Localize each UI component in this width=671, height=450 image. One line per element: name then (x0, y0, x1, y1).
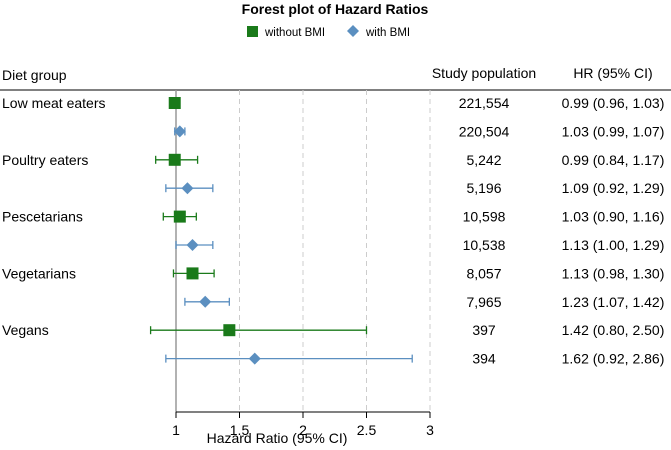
point-estimate-square (168, 153, 181, 166)
row-population: 220,504 (459, 123, 510, 139)
row-hr-text: 0.99 (0.96, 1.03) (562, 95, 665, 111)
row-hr-text: 1.03 (0.99, 1.07) (562, 123, 665, 139)
x-axis-ticks: 1 1.5 2 2.5 3 (172, 412, 434, 438)
row-hr-text: 0.99 (0.84, 1.17) (562, 152, 665, 168)
row-population: 397 (472, 322, 496, 338)
point-estimate-square (223, 324, 236, 337)
row-hr-text: 1.13 (1.00, 1.29) (562, 237, 665, 253)
table-row: Vegetarians 8,057 1.13 (0.98, 1.30) (2, 265, 664, 281)
table-row: Pescetarians 10,598 1.03 (0.90, 1.16) (2, 209, 664, 225)
row-hr-text: 1.09 (0.92, 1.29) (562, 180, 665, 196)
legend-marker-with-bmi (347, 25, 359, 37)
legend-label-with-bmi: with BMI (365, 27, 410, 39)
rows: Low meat eaters 221,554 0.99 (0.96, 1.03) 2… (2, 95, 664, 367)
legend: without BMI with BMI (247, 25, 410, 39)
row-population: 10,538 (463, 237, 506, 253)
row-hr-text: 1.42 (0.80, 2.50) (562, 322, 665, 338)
point-estimate-diamond (199, 295, 212, 308)
row-hr-text: 1.62 (0.92, 2.86) (562, 351, 665, 367)
point-estimate-diamond (186, 239, 199, 251)
x-axis-title: Hazard Ratio (95% CI) (207, 430, 348, 446)
row-population: 10,598 (463, 209, 506, 225)
point-estimate-diamond (173, 125, 186, 138)
row-population: 221,554 (459, 95, 510, 111)
table-row: Vegans 397 1.42 (0.80, 2.50) (2, 322, 664, 338)
x-tick-label: 1.5 (230, 422, 250, 438)
table-row: Poultry eaters 5,242 0.99 (0.84, 1.17) (2, 152, 664, 168)
x-tick-label: 2 (299, 422, 307, 438)
row-hr-text: 1.03 (0.90, 1.16) (562, 209, 665, 225)
table-row: 5,196 1.09 (0.92, 1.29) (165, 180, 665, 196)
row-population: 5,242 (466, 152, 501, 168)
x-tick-label: 3 (426, 422, 434, 438)
row-group-label: Vegans (2, 322, 49, 338)
table-row: 7,965 1.23 (1.07, 1.42) (184, 294, 665, 310)
x-tick-label: 2.5 (357, 422, 377, 438)
legend-marker-without-bmi (247, 26, 258, 37)
point-estimate-square (173, 210, 186, 223)
row-population: 394 (472, 351, 496, 367)
point-estimate-diamond (248, 352, 261, 365)
header-diet-group: Diet group (2, 67, 67, 83)
header-hr: HR (95% CI) (573, 65, 652, 81)
x-tick-label: 1 (172, 422, 180, 438)
row-group-label: Vegetarians (2, 265, 76, 281)
grid-lines (175, 90, 431, 412)
row-hr-text: 1.23 (1.07, 1.42) (562, 294, 665, 310)
row-population: 7,965 (466, 294, 501, 310)
table-row: 394 1.62 (0.92, 2.86) (165, 351, 665, 367)
point-estimate-diamond (181, 182, 194, 195)
row-group-label: Pescetarians (2, 209, 83, 225)
table-row: 220,504 1.03 (0.99, 1.07) (173, 123, 665, 139)
header-study-population: Study population (432, 65, 536, 81)
row-group-label: Poultry eaters (2, 152, 88, 168)
row-group-label: Low meat eaters (2, 95, 106, 111)
point-estimate-square (186, 267, 199, 280)
table-row: 10,538 1.13 (1.00, 1.29) (175, 237, 665, 253)
table-row: Low meat eaters 221,554 0.99 (0.96, 1.03) (2, 95, 664, 111)
row-hr-text: 1.13 (0.98, 1.30) (562, 265, 665, 281)
point-estimate-square (168, 97, 181, 109)
row-population: 5,196 (466, 180, 501, 196)
chart-title: Forest plot of Hazard Ratios (242, 1, 429, 17)
legend-label-without-bmi: without BMI (264, 27, 325, 39)
row-population: 8,057 (466, 265, 501, 281)
column-headers: Diet group Study population HR (95% CI) (2, 65, 653, 83)
